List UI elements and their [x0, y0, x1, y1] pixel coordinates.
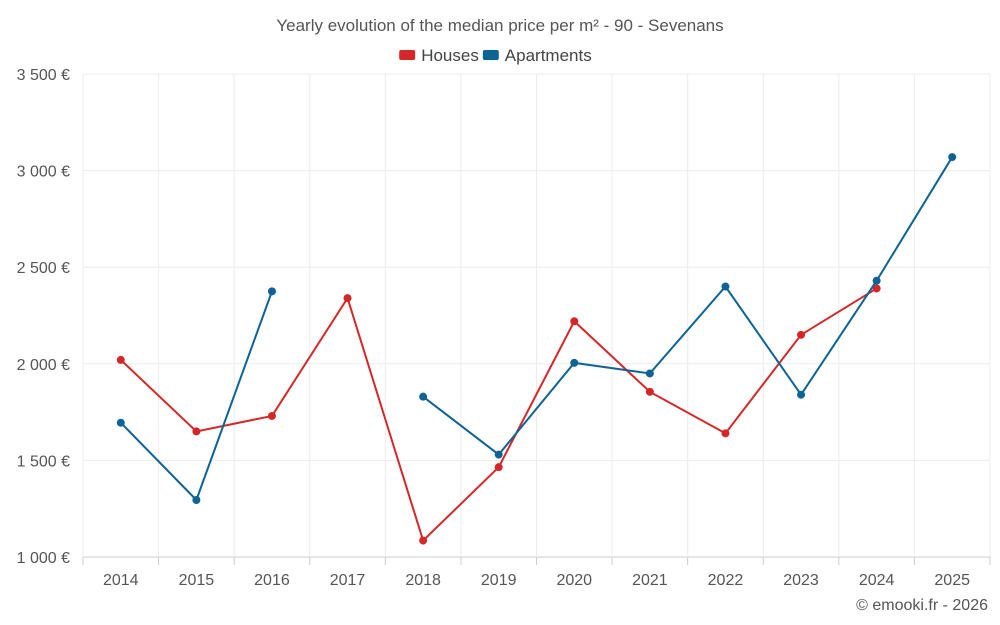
- credit-text: © emooki.fr - 2026: [856, 597, 988, 614]
- data-point[interactable]: [267, 411, 276, 420]
- data-point[interactable]: [721, 429, 730, 438]
- x-tick-label: 2015: [179, 572, 215, 589]
- y-tick-label: 2 000 €: [17, 357, 70, 374]
- x-tick-label: 2022: [708, 572, 744, 589]
- legend-swatch-apartments: [482, 50, 499, 60]
- y-tick-label: 1 500 €: [17, 453, 70, 470]
- series-line: [422, 156, 954, 456]
- data-point[interactable]: [645, 369, 654, 378]
- data-point[interactable]: [797, 330, 806, 339]
- legend: Houses Apartments: [399, 46, 592, 65]
- x-tick-label: 2023: [783, 572, 819, 589]
- series-line: [120, 291, 273, 502]
- data-point[interactable]: [116, 355, 125, 364]
- x-axis-labels: 2014 2015 2016 2017 2018 2019 2020 2021 2022 2023…: [103, 572, 970, 589]
- y-tick-label: 3 500 €: [17, 67, 70, 84]
- data-point[interactable]: [419, 392, 428, 401]
- data-point[interactable]: [494, 450, 503, 459]
- x-tick-label: 2025: [934, 572, 970, 589]
- y-tick-label: 2 500 €: [17, 260, 70, 277]
- series-apartments: [116, 153, 957, 505]
- legend-label-houses[interactable]: Houses: [421, 46, 479, 65]
- data-point[interactable]: [343, 294, 352, 303]
- data-point[interactable]: [192, 496, 201, 505]
- data-point[interactable]: [797, 390, 806, 399]
- x-tick-label: 2018: [405, 572, 441, 589]
- data-point[interactable]: [721, 282, 730, 291]
- data-point[interactable]: [872, 284, 881, 293]
- data-point[interactable]: [267, 287, 276, 296]
- data-point[interactable]: [419, 536, 428, 545]
- data-point[interactable]: [570, 358, 579, 367]
- data-point[interactable]: [872, 276, 881, 285]
- data-point[interactable]: [116, 418, 125, 427]
- series-houses: [116, 284, 881, 545]
- data-point[interactable]: [570, 317, 579, 326]
- series-layer: [116, 153, 957, 545]
- x-tick-label: 2019: [481, 572, 517, 589]
- y-tick-label: 1 000 €: [17, 550, 70, 567]
- data-point[interactable]: [192, 427, 201, 436]
- x-tick-label: 2020: [556, 572, 592, 589]
- chart-title: Yearly evolution of the median price per…: [276, 16, 723, 35]
- data-point[interactable]: [494, 463, 503, 472]
- x-tick-label: 2016: [254, 572, 290, 589]
- y-tick-label: 3 000 €: [17, 164, 70, 181]
- data-point[interactable]: [645, 387, 654, 396]
- data-point[interactable]: [948, 153, 957, 162]
- y-axis-labels: 1 000 € 1 500 € 2 000 € 2 500 € 3 000 € 3 500…: [17, 67, 70, 567]
- x-gridlines: [82, 74, 991, 565]
- x-tick-label: 2014: [103, 572, 139, 589]
- legend-label-apartments[interactable]: Apartments: [505, 46, 592, 65]
- legend-swatch-houses: [399, 50, 416, 60]
- x-tick-label: 2024: [859, 572, 895, 589]
- x-tick-label: 2021: [632, 572, 668, 589]
- x-tick-label: 2017: [330, 572, 366, 589]
